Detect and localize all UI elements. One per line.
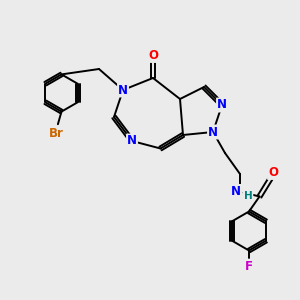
Text: H: H (244, 191, 253, 201)
Text: Br: Br (49, 127, 64, 140)
Text: O: O (268, 166, 278, 179)
Text: N: N (208, 125, 218, 139)
Text: N: N (217, 98, 227, 112)
Text: N: N (118, 83, 128, 97)
Text: F: F (245, 260, 253, 273)
Text: O: O (148, 49, 158, 62)
Text: N: N (127, 134, 137, 148)
Text: N: N (230, 185, 241, 198)
